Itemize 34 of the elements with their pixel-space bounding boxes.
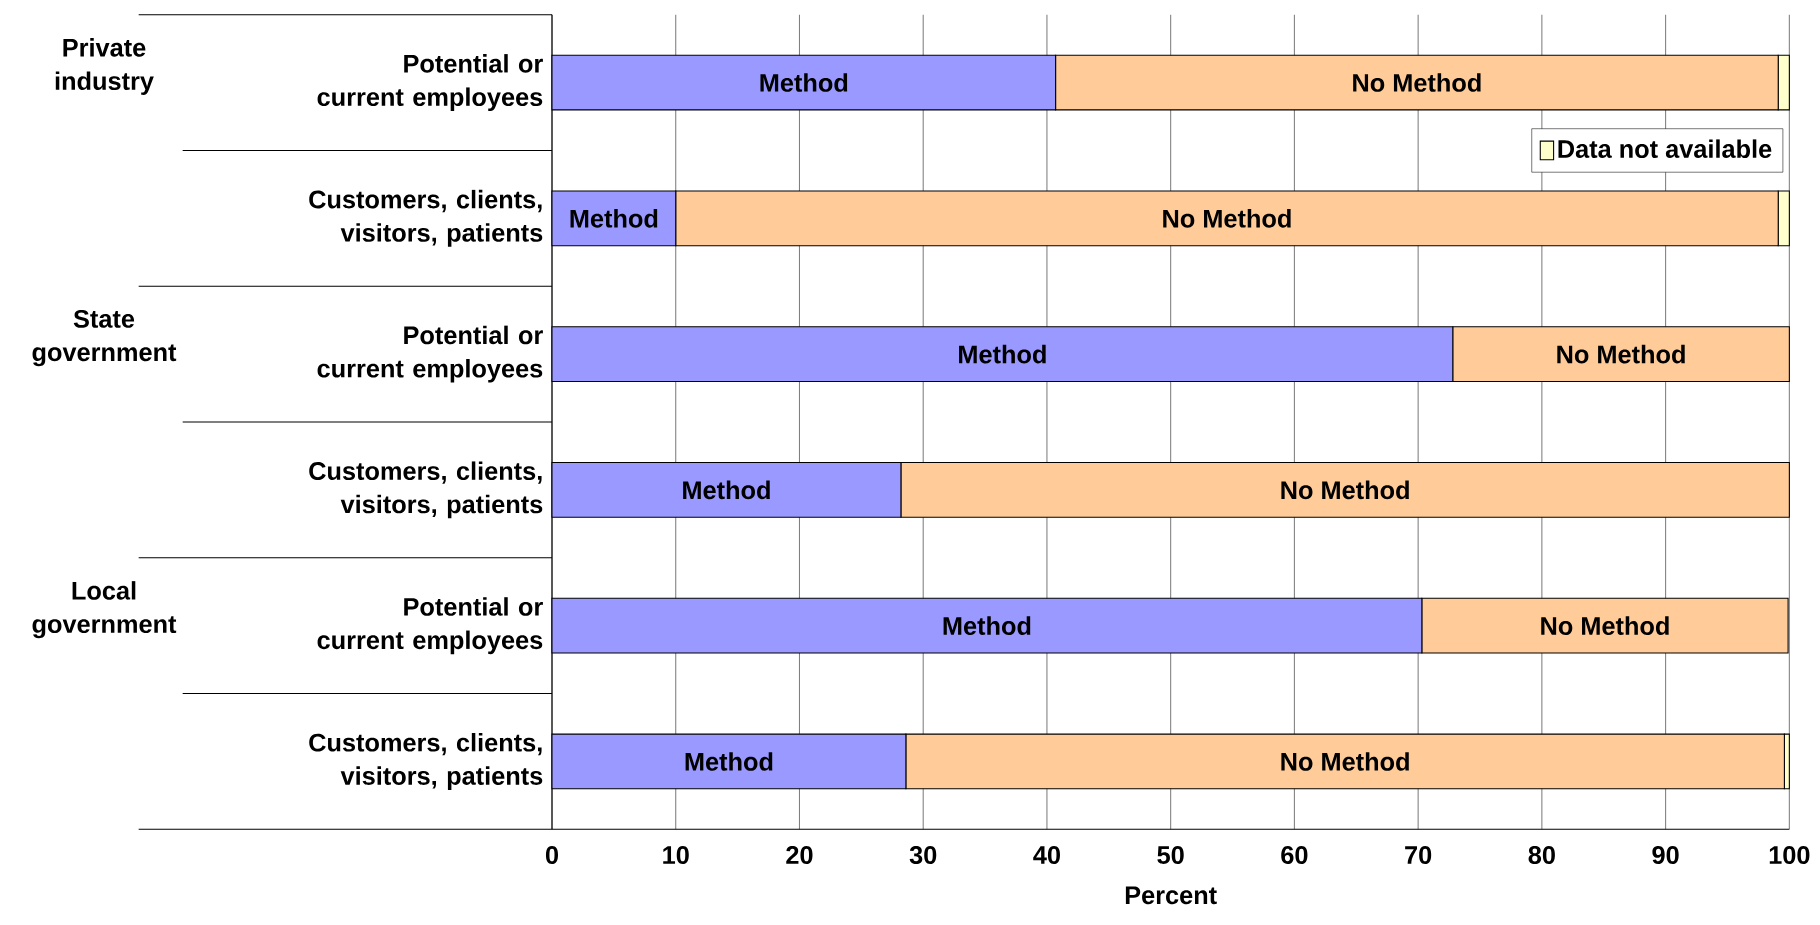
text: No Method — [1163, 208, 1291, 228]
y-tick-label: Potential or current employees — [317, 597, 543, 654]
text: No Method — [1541, 616, 1669, 635]
text: Method — [760, 73, 848, 92]
y-tick-label: Potential or current employees — [317, 325, 543, 383]
x-axis-title: Percent — [1125, 886, 1217, 905]
x-tick-label: 30 — [909, 845, 937, 864]
series-label: Method — [683, 480, 770, 500]
x-tick-label: 100 — [1769, 845, 1810, 864]
y-tick-label: Customers, clients, visitors, patients — [309, 189, 543, 247]
text: Method — [959, 344, 1046, 364]
text: No Method — [1281, 751, 1409, 771]
text: Method — [685, 751, 773, 771]
y-tick-label: Potential or current employees — [317, 53, 543, 111]
x-tick-label: 80 — [1528, 845, 1555, 864]
x-tick-label: 0 — [545, 845, 558, 864]
text: Private industry — [55, 37, 154, 95]
x-tick-label: 20 — [786, 845, 813, 864]
x-tick-label: 50 — [1157, 845, 1184, 864]
x-tick-label: 10 — [663, 845, 689, 864]
text: No Method — [1353, 73, 1481, 92]
text: Method — [570, 208, 658, 228]
text: No Method — [1557, 344, 1685, 364]
legend-label: Data not available — [1558, 139, 1772, 158]
y-tick-label: Customers, clients, visitors, patients — [309, 461, 543, 519]
text: State government — [32, 309, 177, 367]
x-tick-label: 90 — [1652, 845, 1679, 864]
x-tick-label: 60 — [1281, 845, 1308, 864]
text: Method — [943, 616, 1031, 635]
x-tick-label: 40 — [1033, 845, 1060, 864]
text: Local government — [32, 580, 177, 639]
y-tick-label: Customers, clients, visitors, patients — [309, 732, 543, 790]
x-tick-label: 70 — [1405, 845, 1432, 864]
series-label: No Method — [1281, 480, 1409, 500]
